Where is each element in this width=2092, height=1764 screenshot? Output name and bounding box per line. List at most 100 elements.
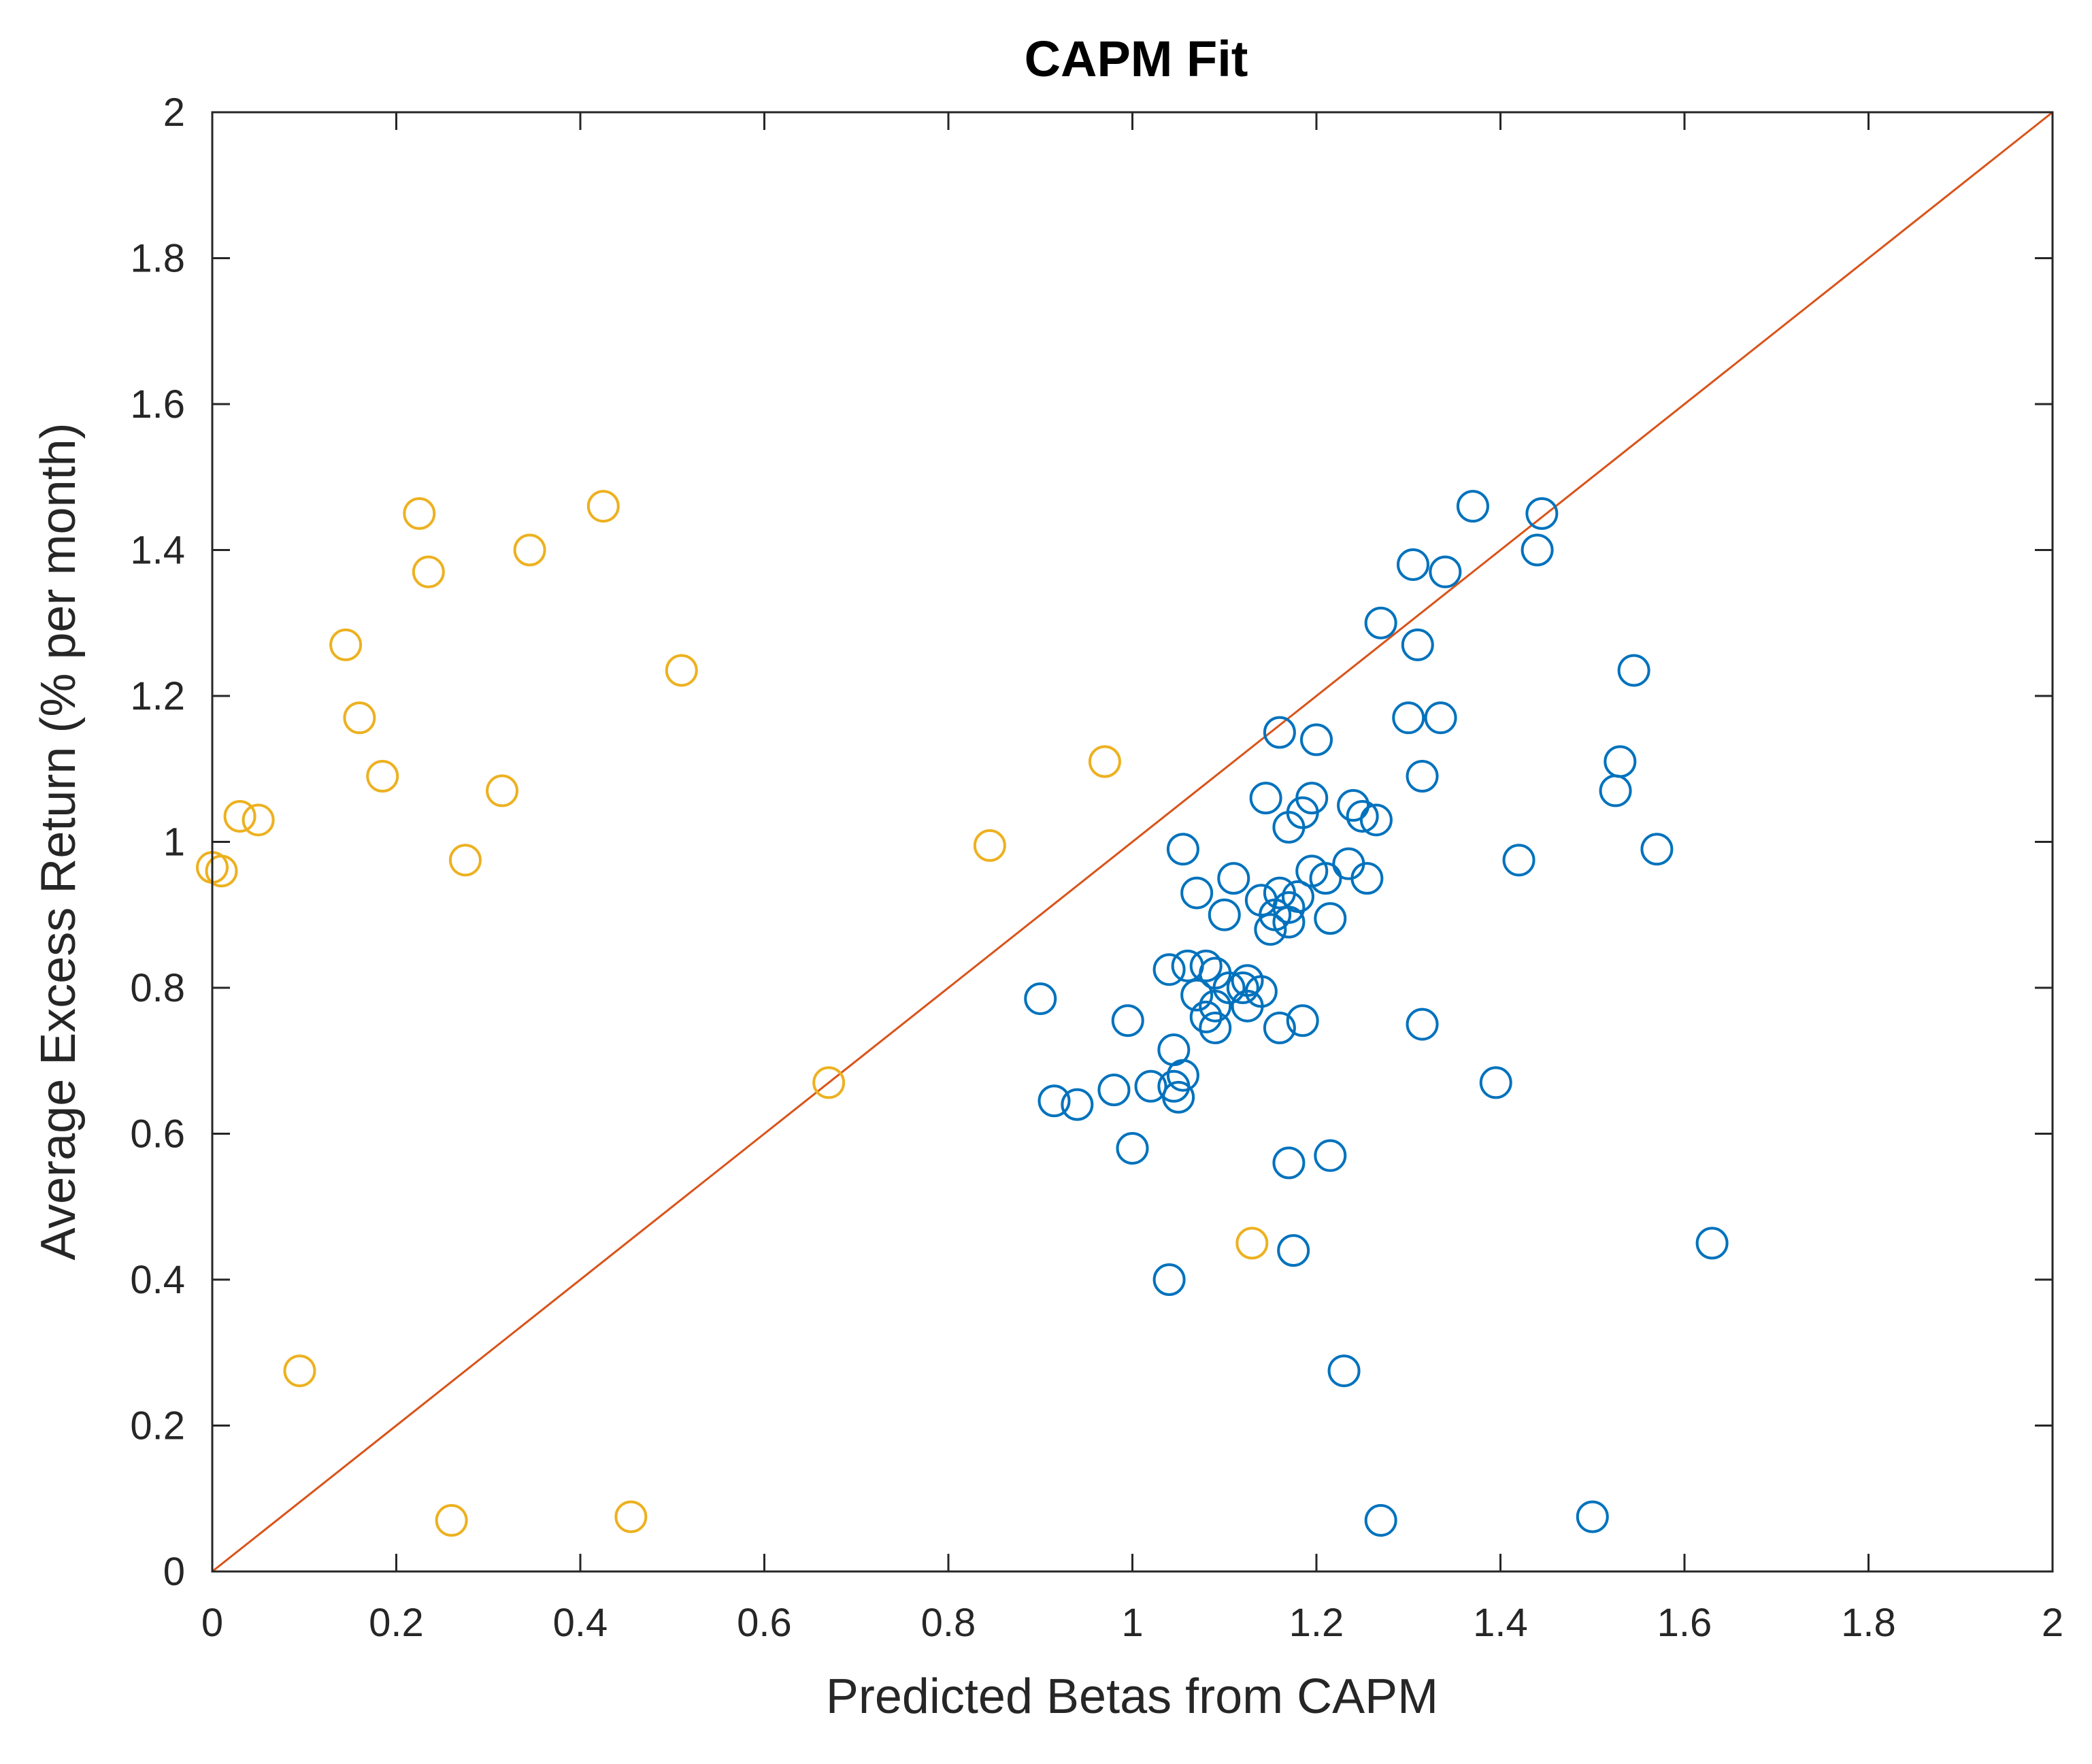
x-tick-label: 2	[2042, 1601, 2063, 1645]
y-axis-ticks: 0 0.2 0.4 0.6 0.8 1 1.2 1.4 1.6 1.8 2	[130, 90, 2053, 1594]
orange-data-point	[973, 829, 1006, 862]
y-tick-label: 1.6	[130, 382, 185, 427]
orange-data-point	[586, 490, 620, 523]
reference-line-y-equals-x	[212, 111, 2053, 1573]
blue-data-point	[1286, 1004, 1319, 1037]
x-tick-label: 1.6	[1657, 1601, 1712, 1645]
blue-data-point	[1429, 555, 1462, 588]
blue-data-point	[1152, 953, 1186, 986]
blue-data-point	[1479, 1066, 1512, 1099]
x-axis-ticks: 0 0.2 0.4 0.6 0.8 1 1.2 1.4 1.6 1.8 2	[201, 112, 2063, 1645]
orange-data-point	[366, 759, 399, 793]
orange-data-point	[329, 628, 363, 661]
blue-data-point	[1456, 490, 1489, 523]
blue-data-point	[1525, 497, 1559, 530]
blue-data-point	[1249, 782, 1282, 815]
blue-data-point	[1180, 978, 1214, 1012]
blue-data-point	[1189, 949, 1223, 982]
y-tick-label: 0	[163, 1550, 185, 1594]
x-tick-label: 0.6	[737, 1601, 792, 1645]
blue-data-point	[1359, 803, 1393, 837]
blue-data-point	[1199, 1011, 1232, 1044]
blue-data-point	[1327, 1354, 1361, 1388]
blue-data-point	[1346, 799, 1379, 833]
blue-data-point	[1024, 982, 1057, 1016]
blue-data-point	[1097, 1074, 1131, 1107]
orange-data-point	[412, 555, 445, 588]
orange-data-point	[223, 799, 256, 833]
orange-data-point	[403, 497, 436, 530]
blue-data-point	[1576, 1500, 1609, 1533]
blue-data-point	[1111, 1004, 1144, 1037]
blue-data-point	[1254, 913, 1287, 946]
y-tick-label: 0.4	[130, 1258, 185, 1302]
blue-data-point	[1277, 1234, 1310, 1267]
orange-data-point	[242, 803, 275, 837]
blue-data-point	[1263, 716, 1296, 749]
orange-data-point	[513, 533, 546, 567]
blue-data-point	[1231, 989, 1264, 1022]
blue-data-point	[1364, 1503, 1397, 1537]
blue-data-point	[1599, 774, 1632, 808]
blue-data-point	[1061, 1088, 1094, 1121]
blue-data-point	[1116, 1131, 1149, 1165]
blue-data-point	[1397, 548, 1430, 581]
blue-data-point	[1152, 1263, 1186, 1296]
y-tick-label: 1.2	[130, 674, 185, 718]
x-axis-label: Predicted Betas from CAPM	[826, 1669, 1438, 1724]
y-tick-label: 1.8	[130, 237, 185, 281]
orange-data-point	[812, 1066, 846, 1099]
reference-line-layer	[212, 111, 2053, 1573]
orange-data-point	[614, 1500, 648, 1533]
chart-title: CAPM Fit	[1025, 31, 1248, 87]
blue-data-point	[1502, 844, 1535, 877]
blue-data-point	[1166, 833, 1199, 866]
x-tick-label: 0	[201, 1601, 223, 1645]
y-tick-label: 0.8	[130, 966, 185, 1010]
blue-data-point	[1406, 759, 1439, 793]
y-tick-label: 2	[163, 90, 185, 135]
blue-data-point	[1309, 862, 1342, 895]
y-tick-label: 1	[163, 820, 185, 865]
blue-data-point	[1424, 701, 1457, 735]
x-tick-label: 0.4	[553, 1601, 608, 1645]
blue-data-point	[1300, 723, 1333, 756]
blue-data-point	[1392, 701, 1425, 735]
blue-data-point	[1350, 862, 1384, 895]
y-tick-label: 0.6	[130, 1112, 185, 1156]
orange-data-point	[1235, 1227, 1269, 1260]
blue-data-point	[1337, 788, 1370, 822]
blue-data-point	[1521, 533, 1554, 567]
blue-data-point	[1217, 862, 1250, 895]
blue-data-point	[1037, 1084, 1071, 1118]
orange-data-point	[448, 844, 482, 877]
x-tick-label: 1.2	[1289, 1601, 1344, 1645]
blue-data-point	[1134, 1069, 1167, 1103]
data-points-layer	[196, 490, 1729, 1537]
blue-data-point	[1189, 1000, 1223, 1033]
x-tick-label: 0.8	[921, 1601, 976, 1645]
blue-data-point	[1314, 902, 1347, 935]
orange-data-point	[665, 654, 698, 687]
orange-data-point	[283, 1354, 316, 1388]
blue-data-point	[1226, 971, 1259, 1004]
blue-data-point	[1166, 1059, 1199, 1092]
blue-data-point	[1617, 654, 1650, 687]
orange-data-point	[435, 1503, 468, 1537]
blue-data-point	[1180, 876, 1214, 910]
orange-data-point	[343, 701, 376, 735]
x-tick-label: 1	[1121, 1601, 1143, 1645]
blue-data-point	[1314, 1139, 1347, 1172]
x-tick-label: 0.2	[369, 1601, 424, 1645]
y-tick-label: 0.2	[130, 1404, 185, 1448]
orange-data-point	[205, 854, 238, 888]
blue-data-point	[1162, 1080, 1195, 1114]
blue-data-point	[1272, 905, 1306, 939]
blue-data-point	[1695, 1227, 1729, 1260]
blue-data-point	[1272, 811, 1306, 844]
x-tick-label: 1.8	[1841, 1601, 1896, 1645]
blue-data-point	[1401, 628, 1434, 661]
blue-data-point	[1364, 606, 1397, 639]
y-axis-label: Average Excess Return (% per month)	[31, 422, 86, 1260]
